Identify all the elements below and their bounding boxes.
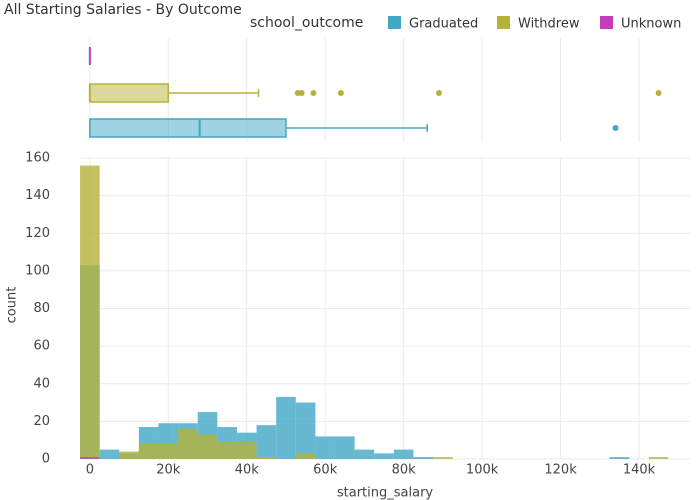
y-tick-label: 0 — [42, 452, 50, 467]
x-axis-label: starting_salary — [337, 486, 434, 500]
histogram-bar — [276, 396, 296, 459]
y-tick-label: 140 — [25, 188, 50, 203]
histogram-bar — [295, 453, 316, 459]
legend-label: Withdrew — [518, 17, 580, 32]
y-tick-label: 60 — [33, 339, 50, 354]
histogram-bar — [256, 425, 277, 459]
y-tick-label: 120 — [25, 226, 50, 241]
histogram-bar — [295, 402, 316, 459]
histogram-bar — [609, 457, 630, 459]
histogram-bar — [99, 449, 120, 459]
histogram-bar — [393, 449, 414, 459]
histogram-bar — [648, 457, 669, 459]
outlier — [655, 90, 662, 96]
outlier — [435, 90, 442, 96]
histogram-bar — [80, 457, 100, 459]
histogram-bar — [315, 436, 336, 459]
histogram-bar — [374, 453, 394, 459]
y-tick-label: 100 — [25, 263, 50, 278]
y-axis-label: count — [5, 287, 20, 324]
box — [89, 118, 287, 138]
histogram-bar — [158, 443, 179, 459]
histogram-bar — [256, 457, 277, 459]
outlier — [612, 125, 619, 131]
x-tick-label: 60k — [313, 463, 338, 478]
outlier — [310, 90, 317, 96]
x-tick-label: 40k — [235, 463, 260, 478]
legend-label: Unknown — [621, 17, 681, 32]
x-tick-label: 80k — [392, 463, 417, 478]
x-tick-label: 140k — [623, 463, 656, 478]
histogram-bar — [217, 442, 237, 459]
y-tick-label: 160 — [25, 151, 50, 166]
y-tick-label: 40 — [33, 376, 50, 391]
legend-swatch — [388, 16, 401, 29]
x-tick-label: 100k — [466, 463, 499, 478]
histogram-bar — [178, 428, 198, 459]
x-tick-label: 20k — [156, 463, 181, 478]
x-tick-label: 0 — [86, 463, 94, 478]
y-tick-label: 20 — [33, 414, 50, 429]
outlier — [337, 90, 344, 96]
legend-swatch — [497, 16, 510, 29]
histogram-bar — [197, 434, 218, 459]
histogram-bar — [80, 165, 100, 459]
y-tick-label: 80 — [33, 301, 50, 316]
histogram-bar — [236, 442, 257, 459]
legend-swatch — [600, 16, 613, 29]
histogram-bar — [354, 449, 375, 459]
histogram-bar — [138, 443, 159, 459]
histogram-bar — [119, 451, 139, 459]
histogram-bar — [433, 457, 453, 459]
x-tick-label: 120k — [544, 463, 577, 478]
legend-label: Graduated — [409, 17, 478, 32]
histogram-bar — [413, 457, 434, 459]
legend-title: school_outcome — [250, 15, 363, 31]
outlier — [298, 90, 305, 96]
box — [89, 83, 170, 103]
chart-title: All Starting Salaries - By Outcome — [4, 2, 242, 18]
histogram-bar — [335, 436, 355, 459]
